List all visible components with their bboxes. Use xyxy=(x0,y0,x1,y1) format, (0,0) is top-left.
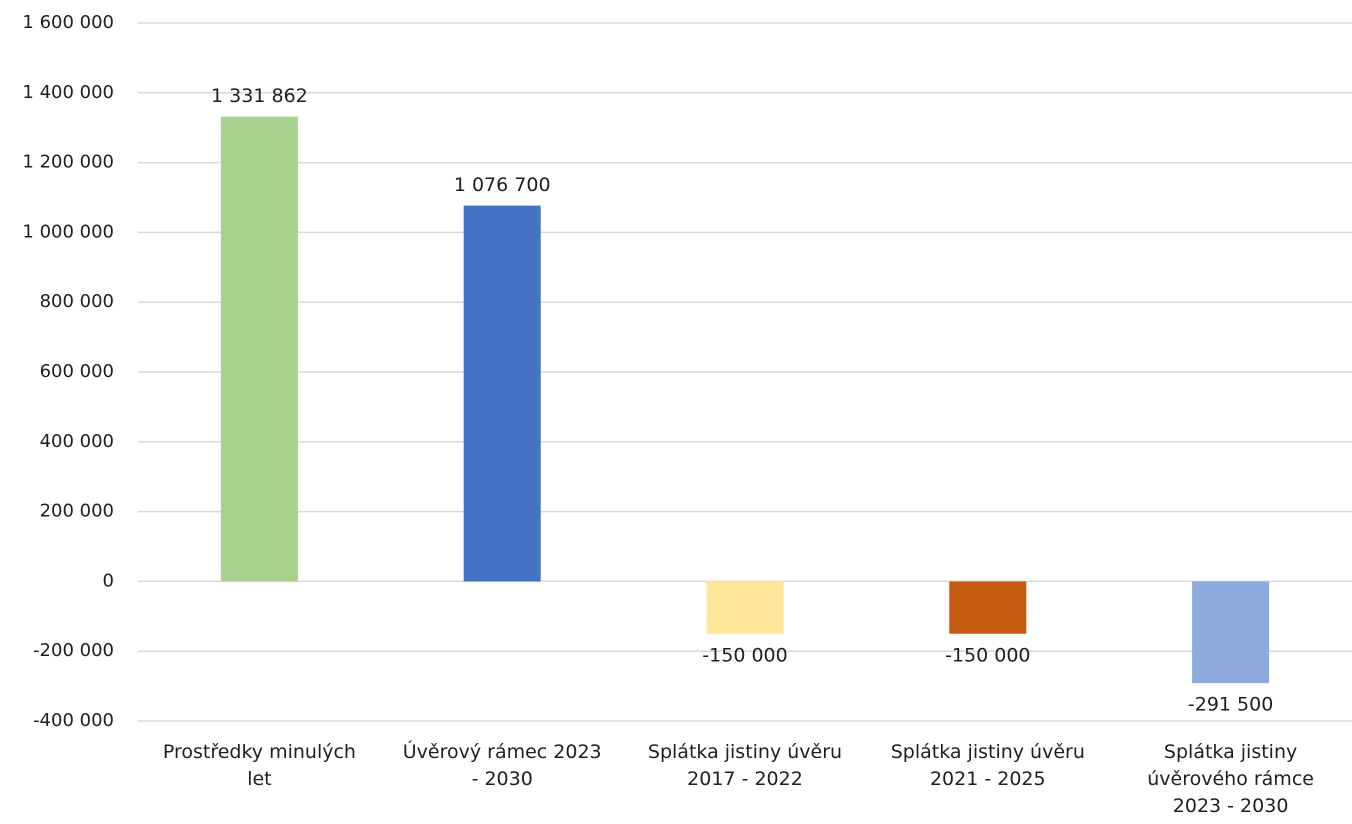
data-label-4: -150 000 xyxy=(945,644,1030,666)
bar-4 xyxy=(949,581,1027,634)
y-tick-label: 1 600 000 xyxy=(22,12,114,33)
y-tick-label: 1 200 000 xyxy=(22,152,114,173)
y-tick-label: 0 xyxy=(103,570,114,591)
data-labels: 1 331 862 1 076 700 -150 000 -150 000 -291 5… xyxy=(211,85,1273,716)
category-line: úvěrového rámce xyxy=(1147,768,1314,790)
y-tick-label: 1 000 000 xyxy=(22,221,114,242)
x-category-label-4: Splátka jistiny úvěru 2021 - 2025 xyxy=(891,741,1085,790)
x-category-label-1: Prostředky minulých let xyxy=(163,741,356,790)
category-labels: Prostředky minulých let Úvěrový rámec 2023… xyxy=(163,739,1314,817)
category-line: - 2030 xyxy=(472,768,533,790)
category-line: 2017 - 2022 xyxy=(687,768,803,790)
category-line: 2023 - 2030 xyxy=(1173,795,1289,817)
bar-3 xyxy=(706,581,784,634)
bar-5 xyxy=(1192,581,1270,684)
y-tick-label: 200 000 xyxy=(40,501,114,522)
category-line: 2021 - 2025 xyxy=(930,768,1046,790)
y-tick-label: -200 000 xyxy=(33,640,114,661)
y-tick-label: 600 000 xyxy=(40,361,114,382)
y-axis-ticks: 1 600 000 1 400 000 1 200 000 1 000 000 800 … xyxy=(22,12,114,731)
y-tick-label: 400 000 xyxy=(40,431,114,452)
bar-2 xyxy=(463,205,541,582)
y-tick-label: 1 400 000 xyxy=(22,82,114,103)
category-line: Prostředky minulých xyxy=(163,741,356,763)
data-label-5: -291 500 xyxy=(1188,694,1273,716)
data-label-1: 1 331 862 xyxy=(211,85,308,107)
category-line: let xyxy=(247,768,271,790)
x-category-label-5: Splátka jistiny úvěrového rámce 2023 - 203… xyxy=(1147,741,1314,817)
y-tick-label: 800 000 xyxy=(40,291,114,312)
category-line: Splátka jistiny xyxy=(1164,741,1297,763)
data-label-2: 1 076 700 xyxy=(454,174,551,196)
bar-1 xyxy=(220,116,298,582)
category-line: Splátka jistiny úvěru xyxy=(648,741,842,763)
category-line: Splátka jistiny úvěru xyxy=(891,741,1085,763)
y-tick-label: -400 000 xyxy=(33,710,114,731)
x-category-label-2: Úvěrový rámec 2023 - 2030 xyxy=(403,739,602,790)
data-label-3: -150 000 xyxy=(702,644,787,666)
x-category-label-3: Splátka jistiny úvěru 2017 - 2022 xyxy=(648,741,842,790)
category-line: Úvěrový rámec 2023 xyxy=(403,739,602,763)
bars xyxy=(220,116,1270,684)
